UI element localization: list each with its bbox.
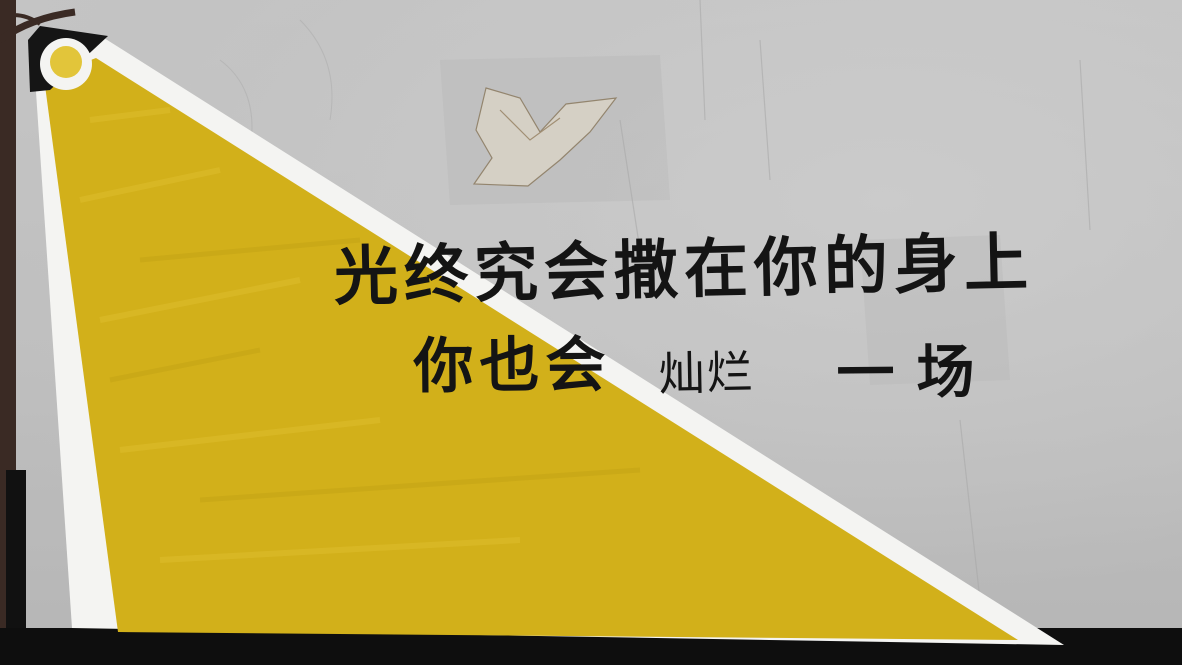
slogan-line-2-part-2: 灿烂	[658, 345, 756, 401]
bird-stain	[472, 87, 618, 187]
slogan-line-2-part-3: 一场	[836, 337, 997, 407]
light-beam	[44, 58, 1018, 640]
slogan-line-2-part-1: 你也会	[413, 330, 612, 402]
slogan-line-1: 光终究会撒在你的身上	[333, 226, 1035, 315]
